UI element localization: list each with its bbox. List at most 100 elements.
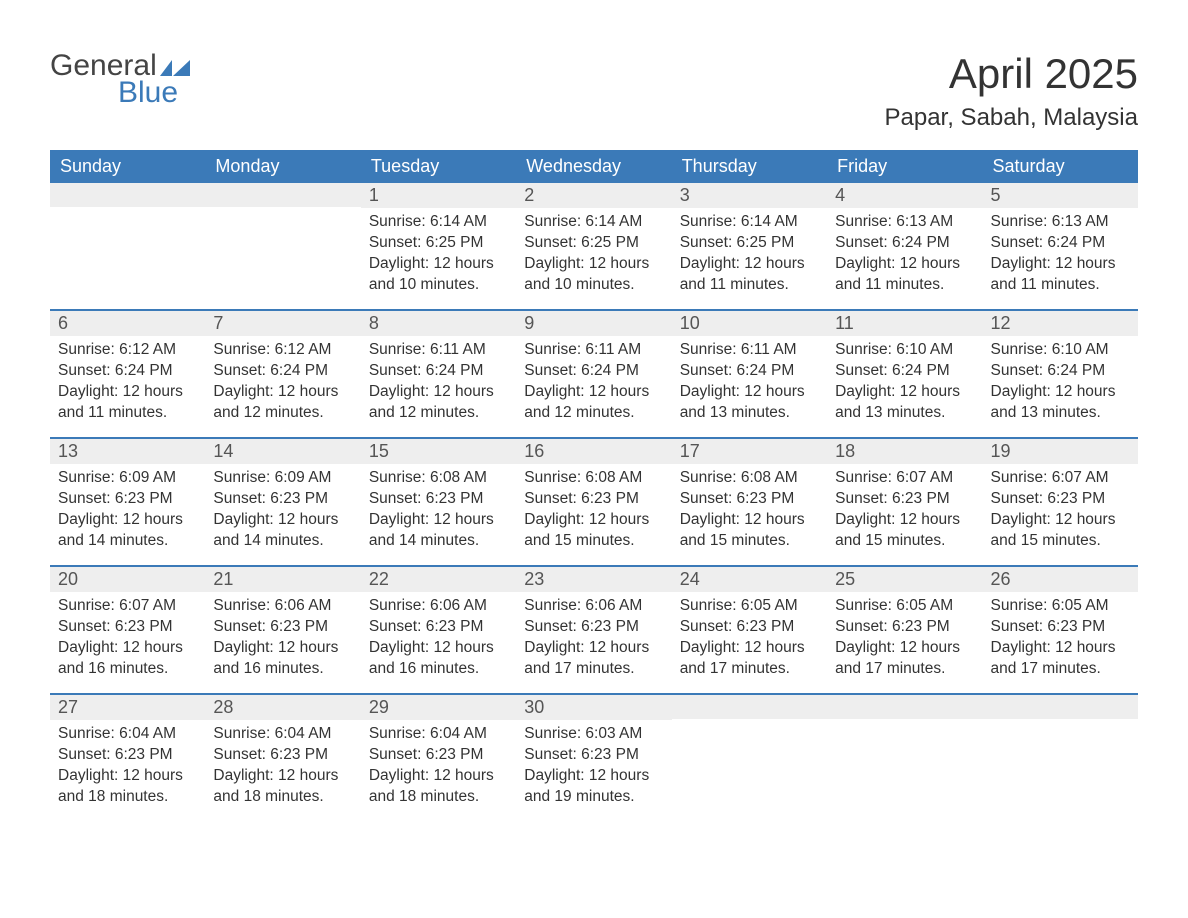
sunset-text: Sunset: 6:24 PM [991, 361, 1130, 382]
day-number: 13 [50, 439, 205, 464]
sunrise-text: Sunrise: 6:09 AM [213, 468, 352, 489]
week-row: 1Sunrise: 6:14 AMSunset: 6:25 PMDaylight… [50, 183, 1138, 309]
day-body: Sunrise: 6:07 AMSunset: 6:23 PMDaylight:… [827, 464, 982, 562]
sunset-text: Sunset: 6:23 PM [369, 489, 508, 510]
weekday-header-row: Sunday Monday Tuesday Wednesday Thursday… [50, 150, 1138, 183]
sunrise-text: Sunrise: 6:04 AM [369, 724, 508, 745]
day-number: 23 [516, 567, 671, 592]
sunset-text: Sunset: 6:23 PM [524, 745, 663, 766]
daylight-text: Daylight: 12 hours and 14 minutes. [369, 510, 508, 552]
day-body: Sunrise: 6:08 AMSunset: 6:23 PMDaylight:… [516, 464, 671, 562]
day-body [827, 719, 982, 733]
sunset-text: Sunset: 6:23 PM [835, 489, 974, 510]
daylight-text: Daylight: 12 hours and 10 minutes. [369, 254, 508, 296]
day-cell: 23Sunrise: 6:06 AMSunset: 6:23 PMDayligh… [516, 567, 671, 693]
sunset-text: Sunset: 6:23 PM [369, 745, 508, 766]
day-cell: 10Sunrise: 6:11 AMSunset: 6:24 PMDayligh… [672, 311, 827, 437]
day-body: Sunrise: 6:14 AMSunset: 6:25 PMDaylight:… [516, 208, 671, 306]
day-body: Sunrise: 6:11 AMSunset: 6:24 PMDaylight:… [361, 336, 516, 434]
daylight-text: Daylight: 12 hours and 18 minutes. [213, 766, 352, 808]
daylight-text: Daylight: 12 hours and 16 minutes. [58, 638, 197, 680]
daylight-text: Daylight: 12 hours and 11 minutes. [835, 254, 974, 296]
day-number: 4 [827, 183, 982, 208]
sunset-text: Sunset: 6:25 PM [680, 233, 819, 254]
day-cell: 4Sunrise: 6:13 AMSunset: 6:24 PMDaylight… [827, 183, 982, 309]
day-cell: 12Sunrise: 6:10 AMSunset: 6:24 PMDayligh… [983, 311, 1138, 437]
daylight-text: Daylight: 12 hours and 18 minutes. [58, 766, 197, 808]
day-cell: 28Sunrise: 6:04 AMSunset: 6:23 PMDayligh… [205, 695, 360, 821]
daylight-text: Daylight: 12 hours and 18 minutes. [369, 766, 508, 808]
weekday-header: Saturday [983, 150, 1138, 183]
week-row: 13Sunrise: 6:09 AMSunset: 6:23 PMDayligh… [50, 437, 1138, 565]
day-cell: 18Sunrise: 6:07 AMSunset: 6:23 PMDayligh… [827, 439, 982, 565]
day-number: 16 [516, 439, 671, 464]
day-number: 7 [205, 311, 360, 336]
day-number [827, 695, 982, 719]
sunset-text: Sunset: 6:24 PM [524, 361, 663, 382]
day-cell: 6Sunrise: 6:12 AMSunset: 6:24 PMDaylight… [50, 311, 205, 437]
daylight-text: Daylight: 12 hours and 13 minutes. [835, 382, 974, 424]
daylight-text: Daylight: 12 hours and 10 minutes. [524, 254, 663, 296]
day-body [983, 719, 1138, 733]
day-cell [983, 695, 1138, 821]
sunrise-text: Sunrise: 6:11 AM [369, 340, 508, 361]
daylight-text: Daylight: 12 hours and 11 minutes. [58, 382, 197, 424]
weekday-header: Wednesday [516, 150, 671, 183]
sunrise-text: Sunrise: 6:11 AM [524, 340, 663, 361]
sunset-text: Sunset: 6:23 PM [680, 489, 819, 510]
weekday-header: Sunday [50, 150, 205, 183]
daylight-text: Daylight: 12 hours and 17 minutes. [524, 638, 663, 680]
day-cell: 11Sunrise: 6:10 AMSunset: 6:24 PMDayligh… [827, 311, 982, 437]
day-cell: 17Sunrise: 6:08 AMSunset: 6:23 PMDayligh… [672, 439, 827, 565]
day-number: 1 [361, 183, 516, 208]
daylight-text: Daylight: 12 hours and 12 minutes. [213, 382, 352, 424]
sunset-text: Sunset: 6:24 PM [991, 233, 1130, 254]
day-body: Sunrise: 6:13 AMSunset: 6:24 PMDaylight:… [983, 208, 1138, 306]
day-number [205, 183, 360, 207]
day-number: 20 [50, 567, 205, 592]
day-body: Sunrise: 6:08 AMSunset: 6:23 PMDaylight:… [361, 464, 516, 562]
day-number: 2 [516, 183, 671, 208]
sunrise-text: Sunrise: 6:12 AM [58, 340, 197, 361]
day-number: 9 [516, 311, 671, 336]
daylight-text: Daylight: 12 hours and 19 minutes. [524, 766, 663, 808]
daylight-text: Daylight: 12 hours and 15 minutes. [524, 510, 663, 552]
sunrise-text: Sunrise: 6:04 AM [58, 724, 197, 745]
day-body: Sunrise: 6:09 AMSunset: 6:23 PMDaylight:… [50, 464, 205, 562]
daylight-text: Daylight: 12 hours and 12 minutes. [369, 382, 508, 424]
sunset-text: Sunset: 6:23 PM [835, 617, 974, 638]
day-number: 27 [50, 695, 205, 720]
day-body: Sunrise: 6:14 AMSunset: 6:25 PMDaylight:… [361, 208, 516, 306]
day-number: 12 [983, 311, 1138, 336]
sunrise-text: Sunrise: 6:06 AM [524, 596, 663, 617]
daylight-text: Daylight: 12 hours and 17 minutes. [835, 638, 974, 680]
day-number [983, 695, 1138, 719]
day-body: Sunrise: 6:10 AMSunset: 6:24 PMDaylight:… [827, 336, 982, 434]
sunrise-text: Sunrise: 6:08 AM [680, 468, 819, 489]
daylight-text: Daylight: 12 hours and 14 minutes. [213, 510, 352, 552]
day-body: Sunrise: 6:06 AMSunset: 6:23 PMDaylight:… [361, 592, 516, 690]
location-text: Papar, Sabah, Malaysia [885, 104, 1139, 132]
day-cell: 5Sunrise: 6:13 AMSunset: 6:24 PMDaylight… [983, 183, 1138, 309]
day-cell: 29 Sunrise: 6:04 AMSunset: 6:23 PMDayligh… [361, 695, 516, 821]
day-body: Sunrise: 6:13 AMSunset: 6:24 PMDaylight:… [827, 208, 982, 306]
day-cell: 9Sunrise: 6:11 AMSunset: 6:24 PMDaylight… [516, 311, 671, 437]
daylight-text: Daylight: 12 hours and 14 minutes. [58, 510, 197, 552]
daylight-text: Daylight: 12 hours and 16 minutes. [213, 638, 352, 680]
day-cell [672, 695, 827, 821]
day-cell [827, 695, 982, 821]
weekday-header: Friday [827, 150, 982, 183]
sunrise-text: Sunrise: 6:14 AM [524, 212, 663, 233]
day-cell: 30Sunrise: 6:03 AMSunset: 6:23 PMDayligh… [516, 695, 671, 821]
sunset-text: Sunset: 6:23 PM [58, 745, 197, 766]
day-body: Sunrise: 6:12 AMSunset: 6:24 PMDaylight:… [50, 336, 205, 434]
daylight-text: Daylight: 12 hours and 11 minutes. [991, 254, 1130, 296]
day-number: 5 [983, 183, 1138, 208]
day-body: Sunrise: 6:04 AMSunset: 6:23 PMDaylight:… [50, 720, 205, 818]
day-number: 29 [361, 695, 516, 720]
day-cell: 3Sunrise: 6:14 AMSunset: 6:25 PMDaylight… [672, 183, 827, 309]
day-number: 10 [672, 311, 827, 336]
day-number: 30 [516, 695, 671, 720]
day-cell: 20Sunrise: 6:07 AMSunset: 6:23 PMDayligh… [50, 567, 205, 693]
daylight-text: Daylight: 12 hours and 16 minutes. [369, 638, 508, 680]
